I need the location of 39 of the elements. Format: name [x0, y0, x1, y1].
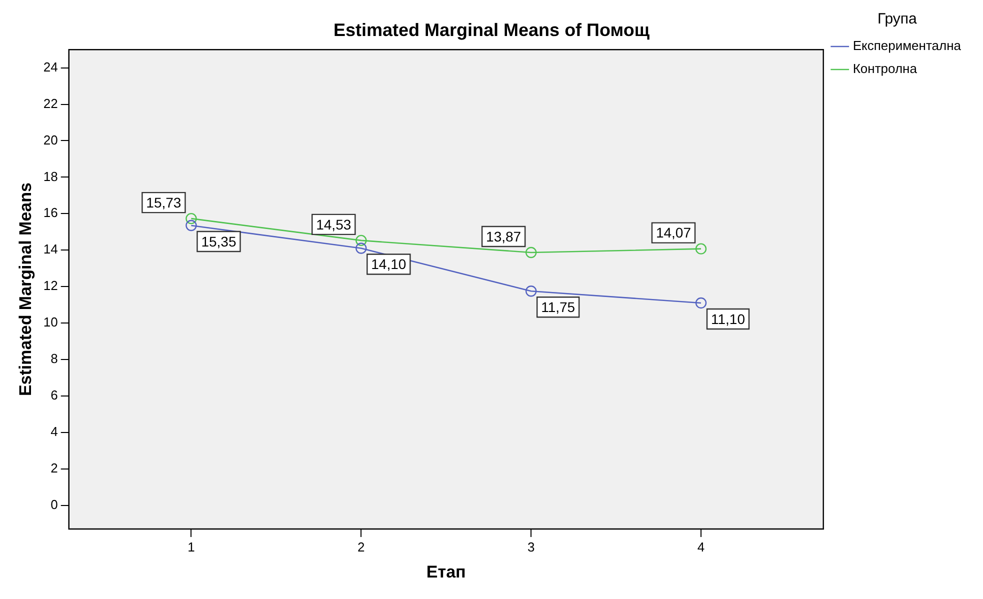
- x-tick-label: 4: [697, 539, 705, 554]
- data-label: 11,75: [541, 298, 576, 315]
- data-label: 14,53: [316, 216, 352, 232]
- data-label: 13,87: [486, 228, 522, 244]
- y-tick-label: 2: [50, 460, 58, 476]
- point: [356, 242, 367, 254]
- y-tick-label: 12: [43, 278, 58, 294]
- y-tick-label: 20: [43, 132, 58, 148]
- y-tick-label: 6: [50, 388, 58, 403]
- y-tick-label: 4: [50, 424, 58, 439]
- y-axis-title: Estimated Marginal Means: [16, 182, 35, 396]
- point: [186, 220, 197, 232]
- y-tick-label: 22: [43, 96, 58, 111]
- point: [695, 297, 707, 309]
- y-tick-label: 0: [50, 496, 58, 512]
- legend-title: Група: [877, 10, 918, 28]
- legend-label: Експериментална: [852, 38, 962, 54]
- data-label: 11,10: [711, 310, 746, 327]
- chart-title: Estimated Marginal Means of Помощ: [333, 20, 650, 40]
- x-tick-label: 3: [527, 539, 535, 554]
- y-tick-label: 14: [43, 242, 58, 257]
- x-tick-label: 1: [188, 539, 195, 554]
- legend-label: Контролна: [852, 61, 918, 76]
- point: [525, 246, 537, 258]
- y-tick-label: 18: [43, 168, 58, 184]
- y-tick-label: 10: [43, 314, 58, 330]
- data-label: 15,73: [146, 194, 182, 210]
- point: [186, 212, 197, 224]
- point: [525, 286, 537, 297]
- y-tick-label: 16: [43, 205, 58, 220]
- data-label: 14,07: [656, 224, 692, 241]
- point: [356, 234, 367, 246]
- y-tick-label: 24: [43, 59, 58, 74]
- y-tick-label: 8: [50, 351, 58, 366]
- x-axis-title: Етап: [426, 562, 466, 582]
- point: [695, 243, 707, 254]
- data-label: 15,35: [201, 233, 236, 250]
- x-tick-label: 2: [358, 539, 365, 554]
- data-label: 14,10: [371, 256, 406, 272]
